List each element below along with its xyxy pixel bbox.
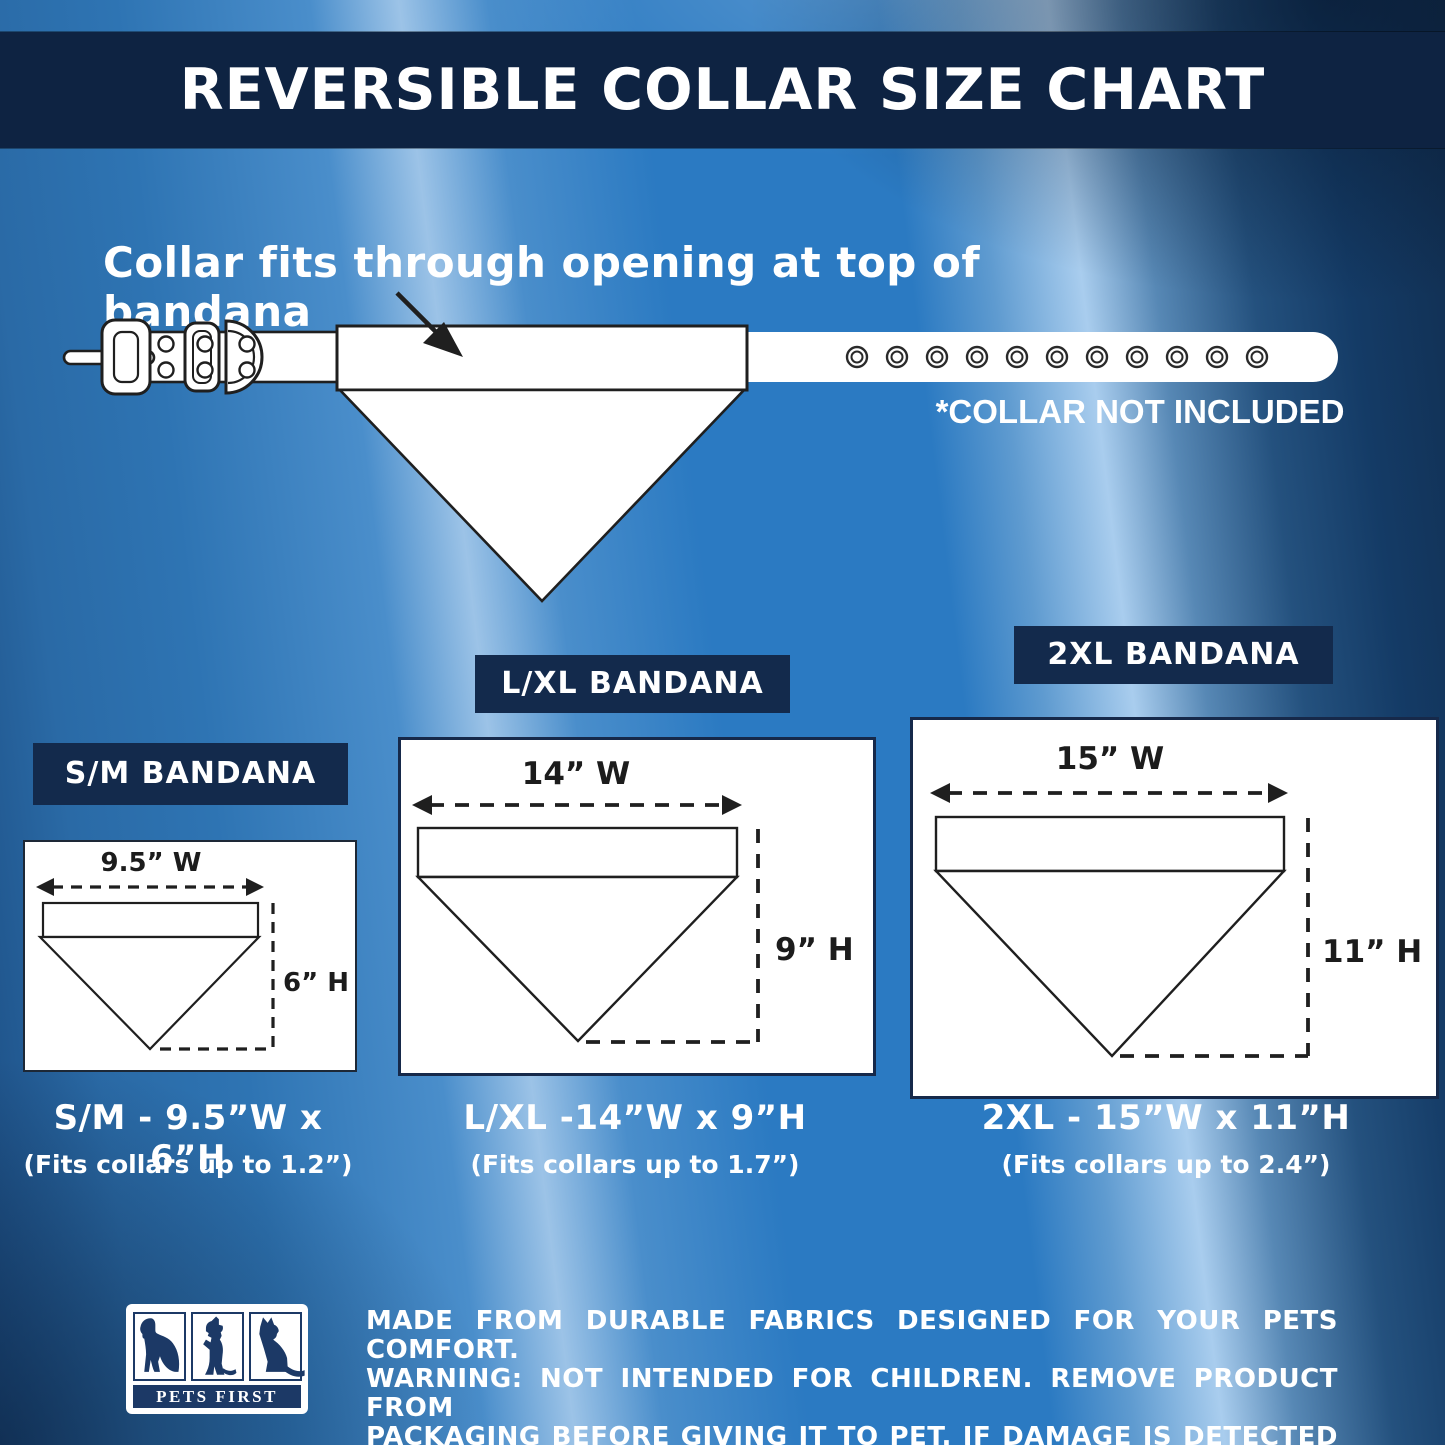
eyelet-icon <box>965 345 989 369</box>
eyelet-icon <box>1085 345 1109 369</box>
eyelet-icon <box>1245 345 1269 369</box>
height-label-2xl: 11” H <box>1322 934 1423 970</box>
disclaimer-line: WARNING: NOT INTENDED FOR CHILDREN. REMO… <box>366 1364 1338 1423</box>
eyelet-inner-ring <box>1050 350 1064 364</box>
collar-eyelets <box>845 345 1269 369</box>
eyelet-icon <box>1005 345 1029 369</box>
eyelet-inner-ring <box>1250 350 1264 364</box>
eyelet-inner-ring <box>1170 350 1184 364</box>
eyelet-inner-ring <box>850 350 864 364</box>
eyelet-icon <box>925 345 949 369</box>
eyelet-inner-ring <box>1210 350 1224 364</box>
eyelet-icon <box>1045 345 1069 369</box>
pets-first-logo: PETS FIRST <box>126 1304 308 1414</box>
eyelet-inner-ring <box>930 350 944 364</box>
dog-silhouette-box-3 <box>248 1312 305 1381</box>
width-label-lxl: 14” W <box>521 756 631 792</box>
sitting-dog-icon <box>139 1318 179 1372</box>
eyelet-inner-ring <box>1090 350 1104 364</box>
fits-note-sm: (Fits collars up to 1.2”) <box>23 1150 353 1179</box>
eyelet-inner-ring <box>970 350 984 364</box>
size-caption-sm: S/M - 9.5”W x 6”H <box>53 1098 323 1178</box>
header-bar: REVERSIBLE COLLAR SIZE CHART <box>0 32 1445 148</box>
size-label-2xl: 2XL BANDANA <box>1014 626 1333 684</box>
collar-illustration <box>62 291 1338 603</box>
eyelet-inner-ring <box>1010 350 1024 364</box>
size-label-lxl: L/XL BANDANA <box>475 655 790 713</box>
disclaimer-line: PACKAGING BEFORE GIVING IT TO PET. IF DA… <box>366 1422 1338 1445</box>
size-label-sm: S/M BANDANA <box>33 743 348 805</box>
eyelet-inner-ring <box>890 350 904 364</box>
page-title: REVERSIBLE COLLAR SIZE CHART <box>179 57 1266 123</box>
dog-silhouette-box-2 <box>190 1312 244 1381</box>
collar-not-included-note: *COLLAR NOT INCLUDED <box>935 393 1345 430</box>
width-label-2xl: 15” W <box>1055 741 1165 777</box>
dog-silhouette-box-1 <box>132 1312 186 1381</box>
height-label-sm: 6” H <box>283 968 349 998</box>
eyelet-icon <box>1205 345 1229 369</box>
logo-wordmark: PETS FIRST <box>133 1385 301 1408</box>
instruction-text: Collar fits through opening at top of ba… <box>103 238 981 336</box>
eyelet-icon <box>885 345 909 369</box>
fits-note-lxl: (Fits collars up to 1.7”) <box>470 1150 800 1179</box>
begging-dog-icon <box>202 1316 236 1376</box>
disclaimer-text: MADE FROM DURABLE FABRICS DESIGNED FOR Y… <box>366 1307 1338 1445</box>
eyelet-icon <box>1125 345 1149 369</box>
bandana-triangle <box>336 388 748 603</box>
size-caption-lxl: L/XL -14”W x 9”H <box>463 1098 807 1138</box>
eyelet-icon <box>1165 345 1189 369</box>
width-label-sm: 9.5” W <box>100 848 202 878</box>
height-label-lxl: 9” H <box>775 932 854 968</box>
eyelet-icon <box>845 345 869 369</box>
disclaimer-line: MADE FROM DURABLE FABRICS DESIGNED FOR Y… <box>366 1306 1338 1365</box>
collar-strap-left <box>116 330 660 384</box>
logo-dog-row <box>132 1312 305 1381</box>
fits-note-2xl: (Fits collars up to 2.4”) <box>1001 1150 1331 1179</box>
collar-strap-right <box>700 332 1338 382</box>
size-caption-2xl: 2XL - 15”W x 11”H <box>981 1098 1351 1138</box>
shepherd-dog-icon <box>258 1317 305 1377</box>
eyelet-inner-ring <box>1130 350 1144 364</box>
